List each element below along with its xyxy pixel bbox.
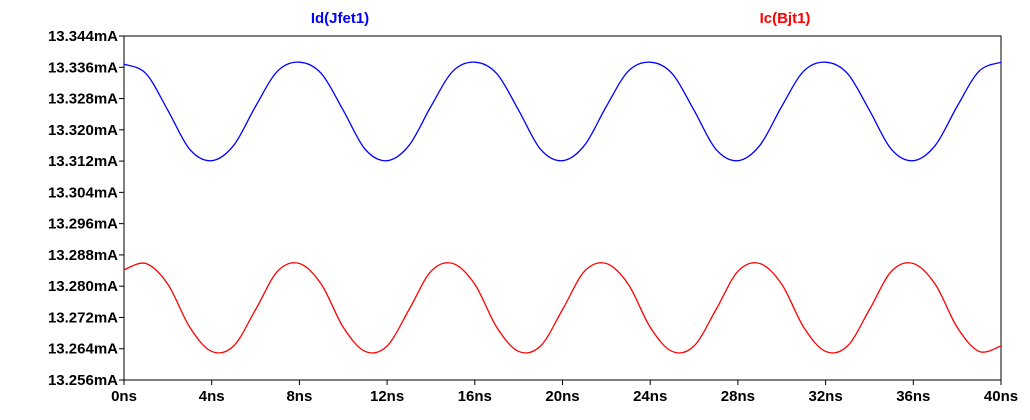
y-tick-label: 13.296mA — [48, 216, 118, 233]
series-line-ic-bjt1 — [123, 262, 1002, 354]
legend: Id(Jfet1) Ic(Bjt1) — [311, 10, 811, 27]
legend-item-id-jfet1: Id(Jfet1) — [311, 10, 369, 27]
series-line-id-jfet1 — [123, 61, 1002, 162]
y-tick-label: 13.304mA — [48, 184, 118, 201]
plot-frame — [123, 35, 1002, 381]
x-axis: 0ns 4ns 8ns 12ns 16ns 20ns 24ns 28ns 32ns 36ns 40n… — [111, 380, 1018, 405]
x-tick-label: 40ns — [984, 388, 1018, 405]
x-tick-label: 36ns — [896, 388, 930, 405]
y-tick-label: 13.264mA — [48, 341, 118, 358]
x-tick-label: 24ns — [633, 388, 667, 405]
y-axis: 13.344mA 13.336mA 13.328mA 13.320mA 13.312mA… — [48, 28, 124, 389]
x-tick-label: 12ns — [370, 388, 404, 405]
y-tick-label: 13.272mA — [48, 309, 118, 326]
y-tick-label: 13.280mA — [48, 278, 118, 295]
y-tick-label: 13.336mA — [48, 59, 118, 76]
x-tick-label: 20ns — [545, 388, 579, 405]
legend-item-ic-bjt1: Ic(Bjt1) — [760, 10, 811, 27]
y-tick-label: 13.256mA — [48, 372, 118, 389]
x-tick-label: 32ns — [808, 388, 842, 405]
y-tick-label: 13.344mA — [48, 28, 118, 45]
y-tick-label: 13.288mA — [48, 247, 118, 264]
x-tick-label: 8ns — [286, 388, 312, 405]
x-tick-label: 16ns — [458, 388, 492, 405]
x-tick-label: 28ns — [721, 388, 755, 405]
y-tick-label: 13.328mA — [48, 91, 118, 108]
series-layer — [123, 61, 1002, 354]
x-tick-label: 0ns — [111, 388, 137, 405]
x-tick-label: 4ns — [199, 388, 225, 405]
y-tick-label: 13.320mA — [48, 122, 118, 139]
y-tick-label: 13.312mA — [48, 153, 118, 170]
